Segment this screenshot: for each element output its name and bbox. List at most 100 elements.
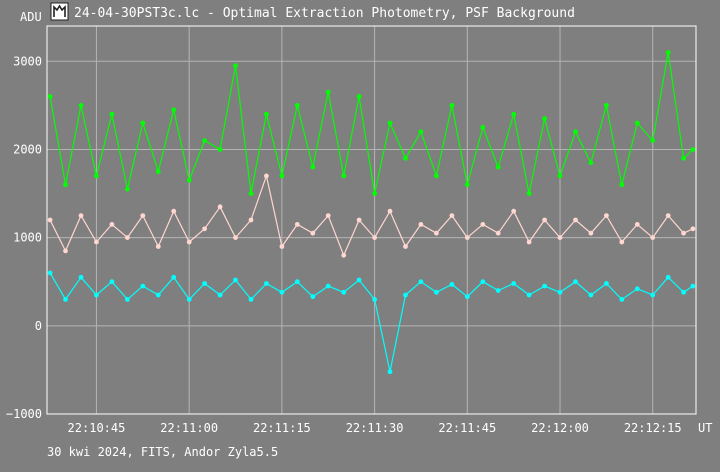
data-point (495, 230, 501, 236)
data-point (418, 279, 424, 285)
data-point (279, 244, 285, 249)
data-point (403, 292, 408, 298)
data-point (690, 283, 696, 289)
data-point (449, 282, 455, 287)
data-point (588, 292, 594, 298)
data-point (434, 289, 439, 295)
data-point (387, 208, 393, 214)
data-point (526, 239, 532, 245)
data-point (47, 270, 53, 276)
data-point (217, 292, 223, 298)
data-point (665, 213, 671, 219)
data-point (681, 289, 686, 295)
data-point (372, 191, 377, 196)
data-point (294, 279, 300, 285)
chart-window-icon[interactable] (50, 2, 69, 21)
data-point (557, 235, 563, 241)
data-point (665, 50, 671, 55)
data-point (542, 283, 547, 289)
data-point (557, 173, 563, 179)
data-point (588, 230, 594, 236)
data-point (125, 235, 130, 241)
x-tick-label: 22:11:30 (346, 421, 404, 435)
data-point (557, 289, 563, 295)
data-point (248, 217, 254, 223)
data-point (480, 222, 486, 227)
data-point (619, 297, 625, 302)
x-tick-label: 22:11:00 (160, 421, 218, 435)
data-point (573, 279, 578, 285)
y-axis-label: ADU (20, 10, 42, 24)
data-point (604, 213, 609, 219)
x-axis-ticks: 22:10:45 22:11:00 22:11:15 22:11:30 22:11:45… (68, 421, 682, 435)
data-point (480, 279, 486, 285)
data-point (279, 289, 285, 295)
data-point (650, 292, 656, 298)
data-point (171, 107, 177, 113)
data-point (511, 111, 517, 117)
grid (46, 25, 697, 415)
data-point (434, 230, 439, 236)
data-point (542, 217, 547, 223)
y-axis-ticks: 3000 2000 1000 0 −1000 (6, 54, 42, 421)
data-point (619, 239, 625, 245)
data-point (511, 281, 517, 286)
data-point (248, 191, 254, 196)
data-point (94, 239, 99, 245)
data-point (109, 111, 115, 117)
data-point (233, 63, 238, 69)
data-point (573, 217, 578, 223)
data-point (665, 274, 671, 280)
data-point (186, 177, 192, 183)
data-point (155, 244, 161, 249)
window-title: 24-04-30PST3c.lc - Optimal Extraction Ph… (74, 6, 575, 21)
data-point (387, 369, 393, 375)
data-point (604, 103, 609, 108)
data-point (63, 248, 68, 254)
data-point (387, 120, 393, 126)
data-point (403, 155, 408, 161)
data-point (403, 244, 408, 249)
data-point (140, 213, 146, 219)
series-line (49, 272, 694, 373)
data-point (542, 116, 547, 121)
x-tick-label: 22:12:15 (624, 421, 682, 435)
data-point (155, 169, 161, 174)
data-point (341, 252, 347, 258)
data-point (588, 160, 594, 166)
data-point (310, 294, 316, 300)
data-point (619, 182, 625, 188)
x-axis-unit: UT (698, 421, 712, 435)
data-point (690, 147, 696, 152)
data-point (325, 283, 331, 289)
data-point (109, 279, 115, 285)
data-point (202, 226, 208, 232)
data-point (264, 111, 269, 117)
data-point (125, 186, 130, 192)
series-2 (47, 270, 696, 375)
data-point (202, 138, 208, 144)
data-point (341, 173, 347, 179)
data-point (202, 281, 208, 286)
data-point (356, 217, 362, 223)
x-tick-label: 22:10:45 (68, 421, 126, 435)
data-point (325, 89, 331, 95)
data-point (63, 182, 68, 188)
data-point (233, 277, 238, 283)
data-point (171, 208, 177, 214)
data-point (47, 217, 53, 223)
data-point (634, 120, 640, 126)
data-point (356, 94, 362, 99)
y-tick-label: 2000 (13, 142, 42, 156)
data-point (171, 274, 177, 280)
series-0 (47, 50, 696, 196)
data-point (650, 138, 656, 144)
y-tick-label: 1000 (13, 231, 42, 245)
data-point (681, 230, 686, 236)
data-point (573, 129, 578, 135)
y-tick-label: −1000 (6, 407, 42, 421)
data-point (372, 235, 377, 241)
data-point (526, 292, 532, 298)
